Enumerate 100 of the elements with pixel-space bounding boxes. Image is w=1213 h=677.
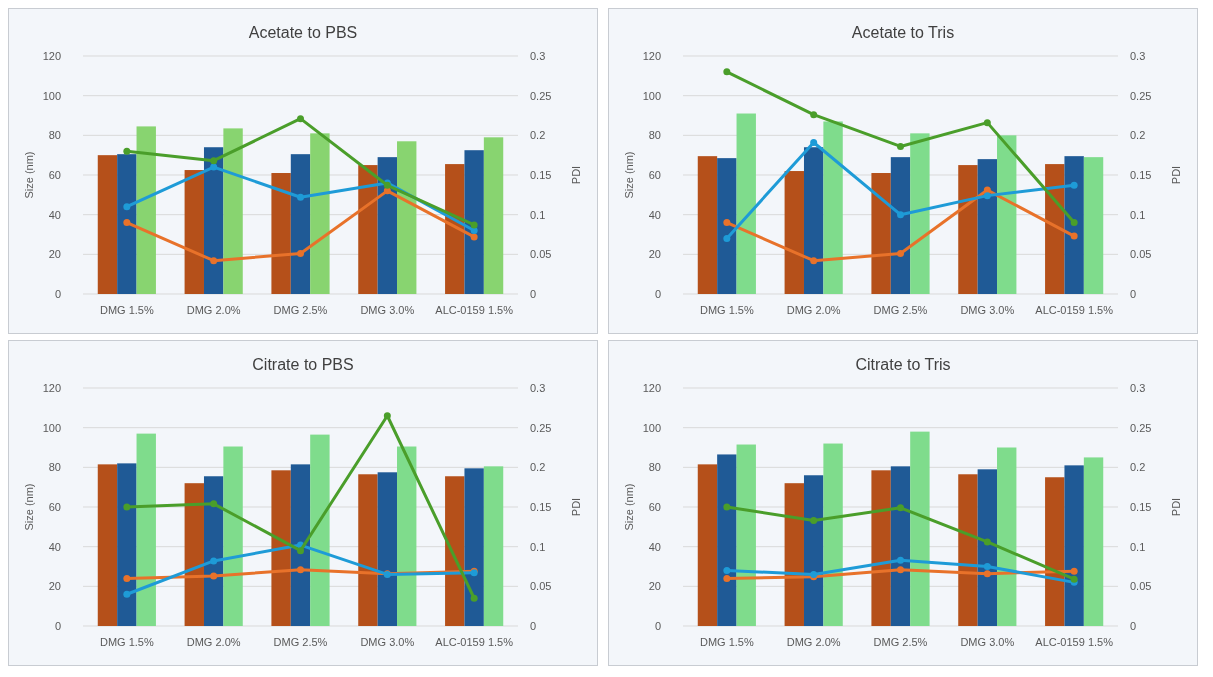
y2-tick-label: 0.25 — [1130, 89, 1152, 102]
bar — [117, 463, 137, 626]
point — [983, 192, 991, 200]
point — [123, 503, 131, 511]
bar — [377, 157, 398, 294]
point — [297, 115, 304, 123]
bar — [464, 468, 484, 626]
bar — [997, 135, 1017, 294]
bar — [871, 470, 891, 626]
x-tick-label: DMG 2.0% — [186, 304, 241, 316]
y-axis-title: Size (nm) — [23, 151, 35, 199]
x-tick-label: DMG 2.5% — [873, 304, 928, 316]
y-axis-title: Size (nm) — [623, 151, 635, 199]
bar — [397, 446, 417, 626]
bar — [136, 126, 156, 294]
y-axis-title: Size (nm) — [623, 483, 635, 531]
x-tick-label: DMG 3.0% — [360, 636, 415, 648]
x-tick-label: DMG 3.0% — [360, 304, 415, 316]
x-tick-label: DMG 3.0% — [960, 304, 1015, 316]
bar — [890, 466, 911, 626]
y2-axis-title: PDI — [570, 497, 582, 517]
y2-tick-label: 0.15 — [530, 168, 552, 181]
y-tick-label: 80 — [648, 129, 661, 142]
y2-axis-title: PDI — [1170, 165, 1182, 185]
y-tick-label: 100 — [42, 421, 61, 434]
y2-tick-label: 0.05 — [1130, 580, 1152, 593]
point — [723, 566, 731, 574]
y-tick-label: 60 — [48, 168, 61, 181]
y2-tick-label: 0.05 — [530, 248, 552, 261]
bar — [910, 133, 930, 294]
point — [297, 547, 304, 555]
bar — [223, 446, 243, 626]
point — [210, 557, 218, 565]
bar — [717, 158, 737, 294]
point — [123, 219, 131, 227]
y2-tick-label: 0.15 — [1130, 500, 1152, 513]
bar — [203, 476, 224, 626]
x-tick-label: ALC-0159 1.5% — [1035, 304, 1114, 316]
point — [897, 566, 904, 574]
x-tick-label: DMG 2.0% — [786, 636, 841, 648]
y-tick-label: 100 — [642, 421, 661, 434]
point — [983, 538, 991, 546]
point — [897, 142, 904, 150]
bar — [784, 171, 804, 294]
point — [123, 203, 131, 211]
point — [1070, 181, 1078, 189]
bar — [910, 431, 930, 626]
y2-tick-label: 0.25 — [1130, 421, 1152, 434]
bar — [184, 170, 204, 294]
bar — [736, 444, 756, 626]
bar — [397, 141, 417, 294]
y2-tick-label: 0.2 — [530, 129, 546, 142]
y-tick-label: 80 — [48, 129, 61, 142]
bar — [1083, 157, 1104, 294]
y2-tick-label: 0.15 — [530, 500, 552, 513]
y-tick-label: 120 — [642, 381, 661, 394]
point — [983, 563, 991, 570]
y-tick-label: 40 — [648, 540, 661, 553]
y2-tick-label: 0.25 — [530, 89, 552, 102]
point — [810, 516, 818, 524]
bar — [958, 474, 978, 626]
point — [470, 594, 478, 602]
point — [897, 250, 904, 258]
bar — [358, 165, 378, 294]
chart-title: Citrate to Tris — [855, 356, 951, 373]
bar — [445, 164, 465, 294]
bar — [290, 154, 311, 294]
y-tick-label: 40 — [48, 540, 61, 553]
x-tick-label: DMG 2.5% — [273, 636, 328, 648]
bar — [184, 483, 204, 626]
point — [123, 574, 131, 582]
y-tick-label: 60 — [648, 500, 661, 513]
y2-tick-label: 0.05 — [1130, 248, 1152, 261]
x-tick-label: DMG 2.5% — [273, 304, 328, 316]
x-tick-label: DMG 2.0% — [786, 304, 841, 316]
point — [810, 111, 818, 119]
bar — [1045, 477, 1065, 626]
bar — [377, 472, 398, 626]
y-tick-label: 120 — [642, 49, 661, 62]
y2-tick-label: 0.1 — [1130, 540, 1146, 553]
y-tick-label: 0 — [654, 619, 661, 632]
y-tick-label: 20 — [48, 248, 61, 261]
point — [470, 227, 478, 235]
bar — [697, 156, 718, 294]
bar — [117, 154, 137, 294]
x-tick-label: DMG 1.5% — [699, 636, 754, 648]
point — [723, 503, 731, 511]
x-tick-label: ALC-0159 1.5% — [435, 304, 514, 316]
y-tick-label: 0 — [54, 619, 61, 632]
y-tick-label: 120 — [42, 381, 61, 394]
bar — [483, 466, 504, 626]
y-tick-label: 80 — [648, 461, 661, 474]
y2-tick-label: 0.3 — [1130, 49, 1146, 62]
bar — [697, 464, 718, 626]
y-axis-title: Size (nm) — [23, 483, 35, 531]
bar — [271, 173, 291, 294]
y-tick-label: 20 — [48, 580, 61, 593]
bar — [977, 159, 998, 294]
point — [123, 590, 131, 598]
y2-tick-label: 0.25 — [530, 421, 552, 434]
